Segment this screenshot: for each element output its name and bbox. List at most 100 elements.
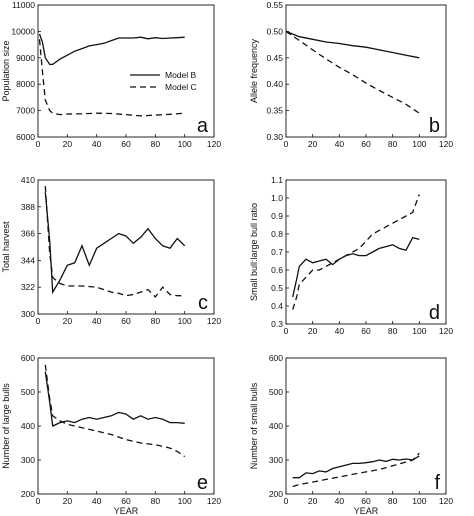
plot-frame [285, 179, 447, 325]
x-tick-label: 40 [92, 496, 102, 506]
panel-letter: e [197, 472, 208, 494]
x-tick-label: 100 [178, 316, 192, 326]
y-tick-label: 0.3 [271, 319, 283, 329]
y-tick-label: 0.4 [271, 301, 283, 311]
series-line-model-b [292, 236, 420, 298]
y-tick-label: 410 [21, 175, 35, 185]
y-tick-label: 400 [21, 421, 35, 431]
series-line-model-c [38, 39, 185, 117]
x-tick-label: 0 [284, 496, 289, 506]
y-tick-label: 300 [21, 455, 35, 465]
panel-a: 0 20 40 60 80 100 120 6000 7000 8000 9000 10000 1100… [1, 0, 221, 149]
y-tick-label: 0.40 [266, 79, 283, 89]
x-axis-label: YEAR [114, 506, 139, 516]
panel-d: 0 20 40 60 80 100 120 0.3 0.4 0.5 0.6 0.7 0.8 0.9 1.0 1… [249, 175, 453, 336]
x-tick-label: 120 [207, 316, 221, 326]
series-line-model-c [285, 30, 420, 114]
x-tick-label: 80 [151, 139, 161, 149]
y-tick-label: 344 [21, 255, 35, 265]
x-tick-label: 0 [36, 496, 41, 506]
x-tick-label: 100 [412, 326, 426, 336]
x-tick-label: 40 [335, 496, 345, 506]
y-tick-label: 500 [21, 387, 35, 397]
panel-letter: a [197, 115, 209, 137]
x-tick-label: 20 [308, 139, 318, 149]
x-tick-label: 0 [284, 139, 289, 149]
y-tick-label: 200 [21, 489, 35, 499]
panel-letter: d [429, 302, 440, 324]
y-axis-label: Allele frequency [249, 38, 259, 103]
y-tick-label: 300 [21, 309, 35, 319]
x-tick-label: 60 [361, 139, 371, 149]
x-tick-label: 40 [335, 326, 345, 336]
y-tick-label: 9000 [16, 53, 35, 63]
panel-c: 0 20 40 60 80 100 120 300 322 344 366 388 410 Total h… [1, 175, 221, 326]
x-tick-label: 120 [207, 496, 221, 506]
y-tick-label: 8000 [16, 79, 35, 89]
y-tick-label: 6000 [16, 132, 35, 142]
plot-frame [285, 4, 447, 138]
x-tick-label: 80 [151, 316, 161, 326]
x-tick-label: 100 [412, 139, 426, 149]
y-tick-label: 400 [269, 421, 283, 431]
x-tick-label: 100 [412, 496, 426, 506]
y-tick-label: 200 [269, 489, 283, 499]
y-axis-label: Number of small bulls [249, 382, 259, 469]
y-tick-label: 388 [21, 202, 35, 212]
x-tick-label: 40 [335, 139, 345, 149]
x-tick-label: 60 [361, 326, 371, 336]
series-line-model-c [292, 194, 420, 310]
y-tick-label: 0.35 [266, 106, 283, 116]
series-line-model-c [44, 364, 186, 458]
legend-label: Model B [165, 70, 197, 80]
x-tick-label: 120 [207, 139, 221, 149]
y-axis-label: Total harvest [1, 221, 11, 273]
y-tick-label: 0.55 [266, 0, 283, 10]
x-tick-label: 120 [439, 496, 453, 506]
x-tick-label: 80 [388, 326, 398, 336]
x-tick-label: 60 [361, 496, 371, 506]
x-tick-label: 60 [121, 316, 131, 326]
y-tick-label: 322 [21, 282, 35, 292]
x-tick-label: 120 [439, 139, 453, 149]
y-axis-label: Small bull:large bull ratio [249, 203, 259, 301]
y-tick-label: 600 [21, 353, 35, 363]
y-tick-label: 366 [21, 229, 35, 239]
x-tick-label: 60 [121, 139, 131, 149]
y-tick-label: 1.0 [271, 193, 283, 203]
y-tick-label: 0.7 [271, 247, 283, 257]
x-tick-label: 80 [388, 139, 398, 149]
series-line-model-b [44, 371, 185, 427]
y-tick-label: 0.6 [271, 265, 283, 275]
x-tick-label: 20 [63, 316, 73, 326]
legend-label: Model C [165, 82, 197, 92]
x-tick-label: 20 [308, 326, 318, 336]
series-line-model-b [44, 192, 186, 295]
y-axis-label: Population size [1, 40, 11, 101]
x-tick-label: 80 [151, 496, 161, 506]
x-tick-label: 120 [439, 326, 453, 336]
x-tick-label: 80 [388, 496, 398, 506]
panel-letter: f [434, 472, 440, 494]
x-tick-label: 100 [178, 139, 192, 149]
x-tick-label: 100 [178, 496, 192, 506]
y-tick-label: 1.1 [271, 175, 283, 185]
x-tick-label: 0 [36, 316, 41, 326]
series-line-model-b [292, 455, 420, 479]
y-tick-label: 0.9 [271, 211, 283, 221]
x-tick-label: 0 [284, 326, 289, 336]
y-tick-label: 0.45 [266, 53, 283, 63]
y-tick-label: 10000 [11, 26, 35, 36]
y-tick-label: 0.8 [271, 229, 283, 239]
x-tick-label: 40 [92, 139, 102, 149]
x-tick-label: 40 [92, 316, 102, 326]
y-tick-label: 11000 [12, 0, 35, 10]
y-tick-label: 0.50 [266, 26, 283, 36]
legend: Model B Model C [130, 70, 197, 92]
y-tick-label: 7000 [16, 106, 35, 116]
y-tick-label: 0.30 [266, 132, 283, 142]
y-axis-label: Number of large bulls [1, 383, 11, 469]
x-tick-label: 20 [63, 496, 73, 506]
panel-letter: c [198, 292, 208, 314]
